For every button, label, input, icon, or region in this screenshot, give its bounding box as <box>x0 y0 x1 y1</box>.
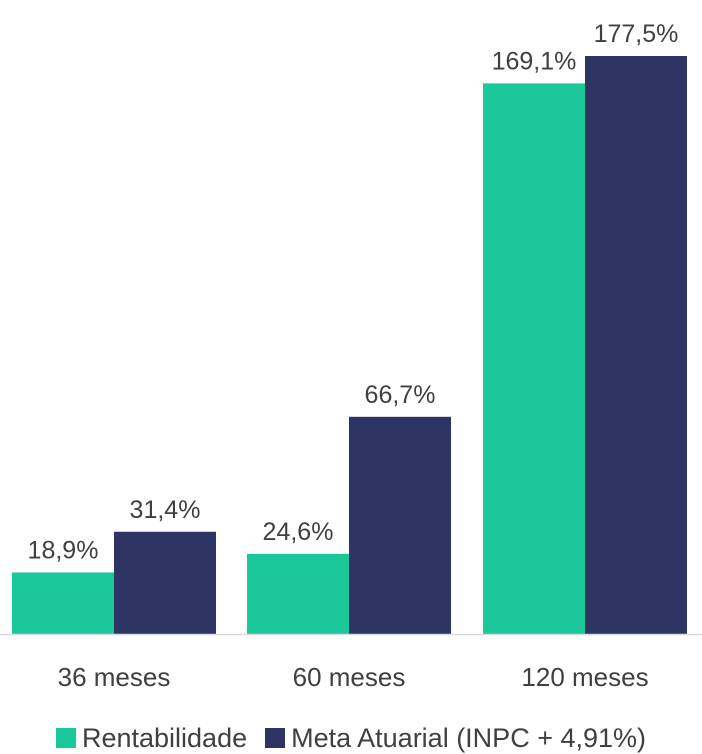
bar-meta-atuarial-2 <box>585 56 687 634</box>
bar-rentabilidade-2 <box>483 83 585 634</box>
legend: Rentabilidade Meta Atuarial (INPC + 4,91… <box>0 722 702 754</box>
category-label-2: 120 meses <box>521 662 648 692</box>
bar-chart: 18,9% 24,6% 169,1% 31,4% 66,7% 177,5% 36 mese… <box>0 20 702 692</box>
data-label-rentabilidade-0: 18,9% <box>28 536 99 564</box>
legend-item-rentabilidade: Rentabilidade <box>55 722 248 754</box>
bars-group <box>12 56 687 634</box>
legend-item-meta-atuarial: Meta Atuarial (INPC + 4,91%) <box>265 723 646 754</box>
data-label-rentabilidade-2: 169,1% <box>492 47 577 75</box>
bar-rentabilidade-0 <box>12 572 114 634</box>
bar-meta-atuarial-0 <box>114 531 216 634</box>
data-label-meta-atuarial-2: 177,5% <box>594 20 679 48</box>
data-label-rentabilidade-1: 24,6% <box>263 518 334 546</box>
bar-rentabilidade-1 <box>247 553 349 634</box>
legend-label-meta-atuarial: Meta Atuarial (INPC + 4,91%) <box>291 722 647 753</box>
legend-label-rentabilidade: Rentabilidade <box>81 722 248 753</box>
legend-swatch-meta-atuarial <box>265 728 286 748</box>
data-label-meta-atuarial-0: 31,4% <box>130 496 201 524</box>
category-label-1: 60 meses <box>293 662 406 692</box>
data-label-meta-atuarial-1: 66,7% <box>365 381 436 409</box>
category-labels-group: 36 meses 60 meses 120 meses <box>58 662 649 692</box>
legend-swatch-rentabilidade <box>55 728 76 748</box>
category-label-0: 36 meses <box>58 662 171 692</box>
bar-meta-atuarial-1 <box>349 416 451 634</box>
value-labels-group: 18,9% 24,6% 169,1% 31,4% 66,7% 177,5% <box>28 20 679 564</box>
